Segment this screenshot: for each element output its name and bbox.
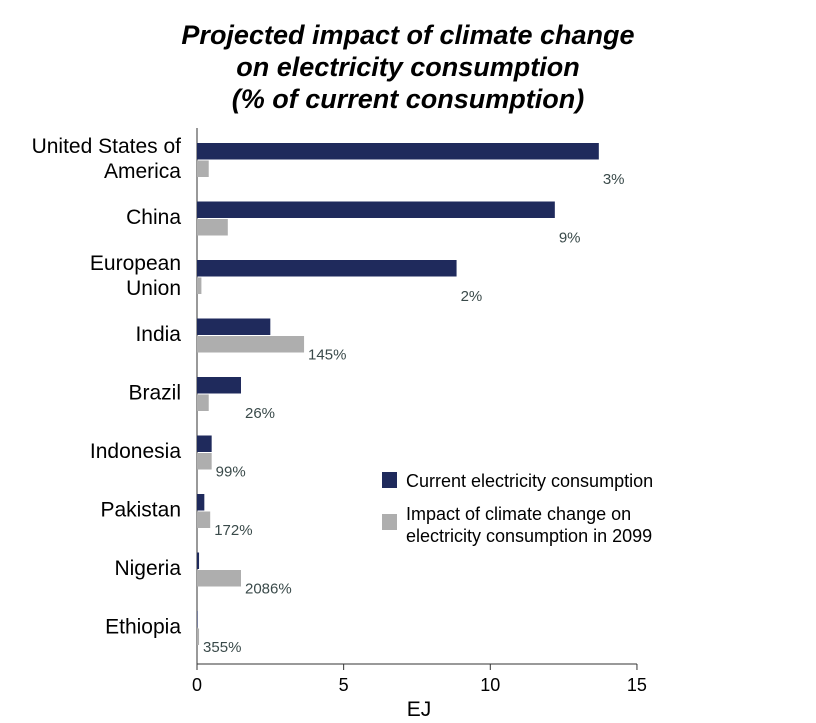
- bar-current: [197, 260, 457, 277]
- bar-current: [197, 435, 212, 452]
- data-label: 26%: [245, 405, 275, 422]
- category-label: Pakistan: [100, 499, 181, 522]
- x-tick-label: 5: [339, 675, 349, 695]
- bar-current: [197, 318, 271, 335]
- bar-impact: [197, 277, 202, 294]
- category-label: America: [104, 160, 181, 183]
- data-label: 172%: [214, 522, 252, 539]
- bar-current: [197, 201, 555, 218]
- x-tick-label: 15: [627, 675, 647, 695]
- legend-label-impact: Impact of climate change on electricity c…: [406, 504, 652, 546]
- category-label: Union: [126, 277, 181, 300]
- chart-title-line: on electricity consumption: [236, 52, 580, 82]
- data-label: 9%: [559, 230, 581, 247]
- bar-current: [197, 143, 599, 160]
- x-axis-label: EJ: [407, 698, 432, 721]
- chart-title-line: Projected impact of climate change: [181, 20, 634, 50]
- chart-title-line: (% of current consumption): [232, 84, 585, 114]
- legend-swatch-current: [382, 472, 397, 488]
- bar-impact: [197, 160, 209, 177]
- bar-impact: [197, 511, 211, 528]
- legend-label-current: Current electricity consumption: [406, 471, 653, 491]
- bar-current: [197, 377, 241, 394]
- category-label: Ethiopia: [105, 616, 181, 639]
- data-label: 99%: [216, 464, 246, 481]
- bar-impact: [197, 219, 228, 236]
- category-label: Brazil: [128, 382, 181, 405]
- bar-impact: [197, 453, 212, 470]
- data-label: 355%: [203, 639, 241, 656]
- data-label: 2%: [461, 288, 483, 305]
- bar-impact: [197, 570, 241, 587]
- data-label: 2086%: [245, 581, 292, 598]
- bar-impact: [197, 336, 305, 353]
- data-label: 145%: [308, 347, 346, 364]
- category-label: Indonesia: [90, 440, 181, 463]
- legend: Current electricity consumption Impact of…: [382, 471, 653, 546]
- x-tick-label: 10: [480, 675, 500, 695]
- category-label: United States of: [32, 135, 182, 158]
- x-tick-label: 0: [192, 675, 202, 695]
- legend-swatch-impact: [382, 514, 397, 530]
- category-label: European: [90, 252, 181, 275]
- bar-current: [197, 611, 198, 628]
- bar-impact: [197, 628, 200, 645]
- bar-impact: [197, 394, 209, 411]
- bar-current: [197, 552, 200, 569]
- category-label: Nigeria: [114, 557, 181, 580]
- bar-current: [197, 494, 205, 511]
- data-label: 3%: [603, 171, 625, 188]
- category-label: India: [135, 323, 181, 346]
- category-label: China: [126, 206, 181, 229]
